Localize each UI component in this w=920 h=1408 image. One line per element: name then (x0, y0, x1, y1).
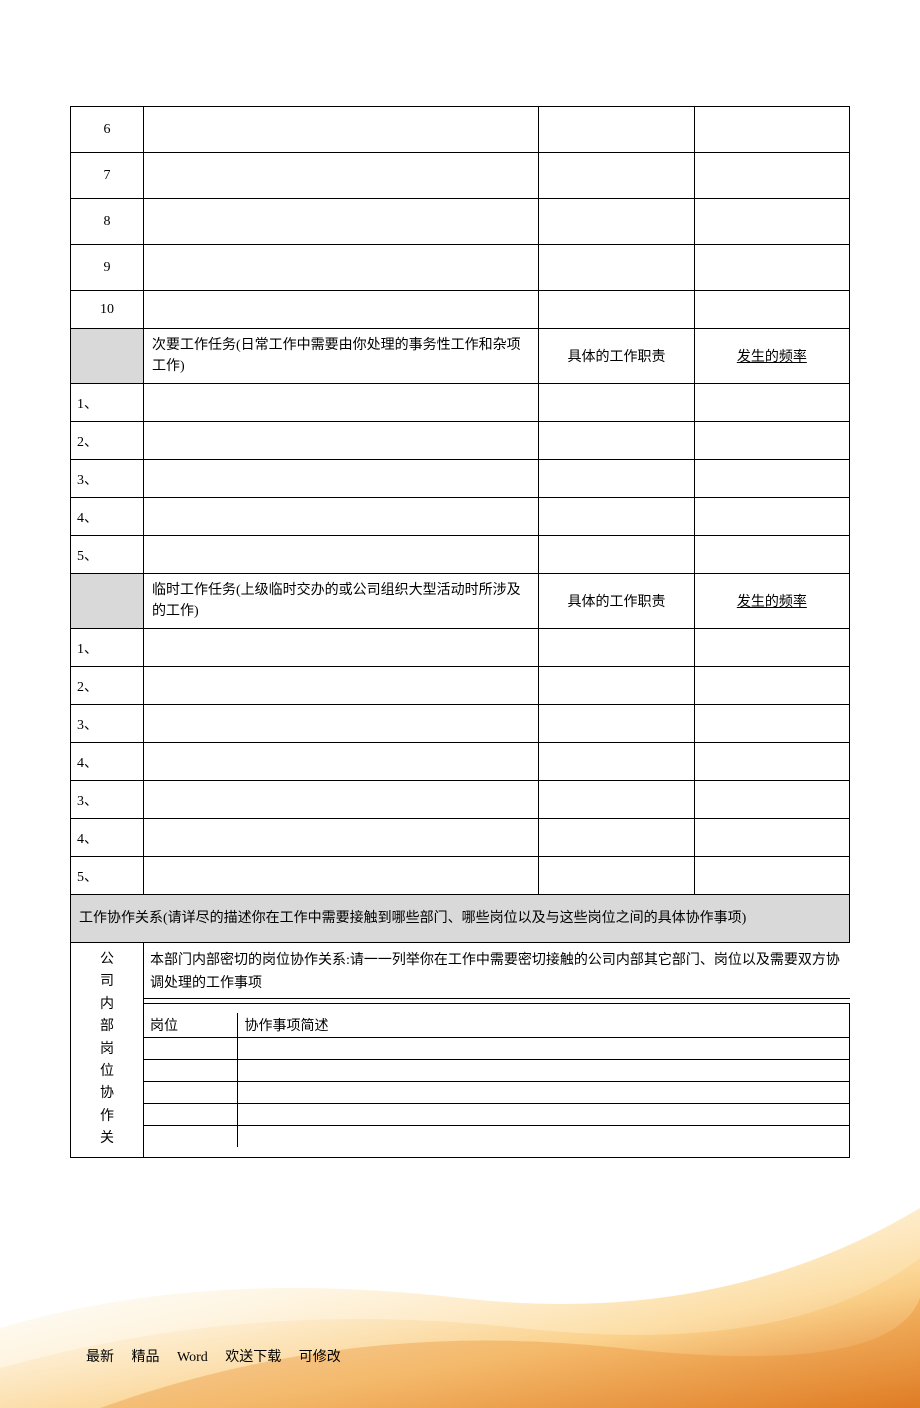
row-number: 3、 (71, 460, 144, 498)
cooperation-title: 工作协作关系(请详尽的描述你在工作中需要接触到哪些部门、哪些岗位以及与这些岗位之… (71, 895, 850, 943)
temp-task-header: 临时工作任务(上级临时交办的或公司组织大型活动时所涉及的工作) 具体的工作职责 … (71, 574, 850, 629)
table-row: 6 (71, 107, 850, 153)
table-row: 8 (71, 199, 850, 245)
row-number: 9 (71, 245, 144, 291)
cooperation-body-row: 公司内部岗位协作关 本部门内部密切的岗位协作关系:请一一列举你在工作中需要密切接… (71, 943, 850, 1004)
cooperation-vertical-label: 公司内部岗位协作关 (71, 943, 144, 1158)
cooperation-section-header: 工作协作关系(请详尽的描述你在工作中需要接触到哪些部门、哪些岗位以及与这些岗位之… (71, 895, 850, 943)
cooperation-inner-table: 本部门内部密切的岗位协作关系:请一一列举你在工作中需要密切接触的公司内部其它部门… (144, 947, 850, 1000)
table-row: 3、 (71, 781, 850, 819)
table-row: 5、 (71, 857, 850, 895)
row-number: 5、 (71, 857, 144, 895)
row-number: 10 (71, 291, 144, 329)
table-row: 3、 (71, 705, 850, 743)
table-row: 7 (71, 153, 850, 199)
footer-text: 精品 (132, 1350, 160, 1365)
table-row: 4、 (71, 743, 850, 781)
secondary-header-duty: 具体的工作职责 (539, 329, 694, 384)
temp-header-duty: 具体的工作职责 (539, 574, 694, 629)
table-row: 3、 (71, 460, 850, 498)
row-number: 3、 (71, 781, 144, 819)
main-form-table: 6 7 8 9 10 次要工作任务(日常工作中需要由你处理的事务性工作和杂项工作… (70, 106, 850, 1158)
row-number: 6 (71, 107, 144, 153)
table-row: 1、 (71, 384, 850, 422)
secondary-header-title: 次要工作任务(日常工作中需要由你处理的事务性工作和杂项工作) (143, 329, 538, 384)
table-row: 5、 (71, 536, 850, 574)
table-row (144, 1103, 849, 1125)
table-row: 9 (71, 245, 850, 291)
cooperation-positions-table: 岗位 协作事项简述 (144, 1013, 849, 1148)
sub-header-detail: 协作事项简述 (238, 1013, 849, 1038)
row-number: 4、 (71, 819, 144, 857)
row-number: 1、 (71, 629, 144, 667)
table-row: 4、 (71, 819, 850, 857)
row-number: 1、 (71, 384, 144, 422)
table-row: 岗位 协作事项简述 (144, 1013, 849, 1038)
row-number: 3、 (71, 705, 144, 743)
cooperation-description-row: 本部门内部密切的岗位协作关系:请一一列举你在工作中需要密切接触的公司内部其它部门… (144, 947, 850, 999)
table-row: 2、 (71, 667, 850, 705)
row-number: 2、 (71, 667, 144, 705)
row-number: 4、 (71, 498, 144, 536)
temp-header-title: 临时工作任务(上级临时交办的或公司组织大型活动时所涉及的工作) (143, 574, 538, 629)
footer-text: 欢送下载 (225, 1350, 281, 1365)
table-row (144, 1125, 849, 1147)
row-number: 5、 (71, 536, 144, 574)
table-row (144, 1059, 849, 1081)
page-content: 6 7 8 9 10 次要工作任务(日常工作中需要由你处理的事务性工作和杂项工作… (0, 106, 920, 1158)
temp-header-freq: 发生的频率 (694, 574, 849, 629)
row-number: 2、 (71, 422, 144, 460)
row-number: 4、 (71, 743, 144, 781)
secondary-header-freq: 发生的频率 (694, 329, 849, 384)
secondary-task-header: 次要工作任务(日常工作中需要由你处理的事务性工作和杂项工作) 具体的工作职责 发… (71, 329, 850, 384)
table-row: 1、 (71, 629, 850, 667)
page-footer: 最新 精品 Word 欢送下载 可修改 (86, 1346, 355, 1366)
watermark-graphic (0, 1148, 920, 1408)
table-row (144, 1037, 849, 1059)
table-row (144, 1081, 849, 1103)
footer-text: 最新 (86, 1350, 114, 1365)
table-row: 2、 (71, 422, 850, 460)
cooperation-subtable-row: 岗位 协作事项简述 (71, 1003, 850, 1157)
row-number: 8 (71, 199, 144, 245)
footer-text: 可修改 (299, 1350, 341, 1365)
table-row: 10 (71, 291, 850, 329)
cooperation-description: 本部门内部密切的岗位协作关系:请一一列举你在工作中需要密切接触的公司内部其它部门… (144, 947, 850, 999)
row-number: 7 (71, 153, 144, 199)
table-row: 4、 (71, 498, 850, 536)
footer-text: Word (177, 1350, 208, 1365)
sub-header-position: 岗位 (144, 1013, 238, 1038)
